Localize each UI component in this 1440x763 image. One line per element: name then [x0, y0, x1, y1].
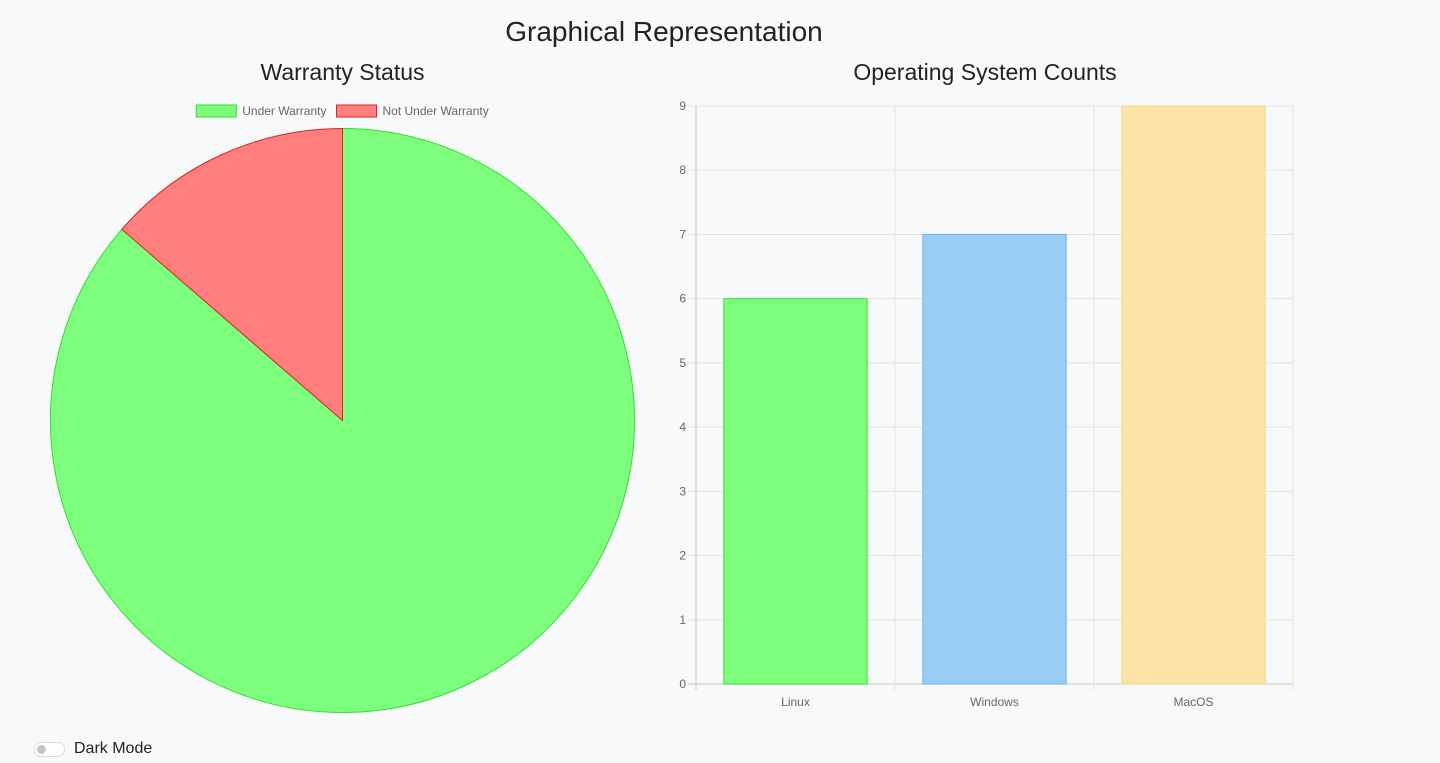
dark-mode-toggle[interactable] [34, 741, 65, 757]
y-tick-label: 0 [679, 677, 686, 691]
pie-chart-title: Warranty Status [260, 59, 425, 85]
y-tick-label: 5 [679, 356, 686, 370]
y-tick-label: 4 [679, 420, 686, 434]
y-tick-label: 7 [679, 227, 686, 241]
x-tick-label: Linux [781, 695, 810, 709]
bar-chart-title: Operating System Counts [853, 59, 1117, 85]
x-tick-label: Windows [970, 695, 1019, 709]
x-tick-label: MacOS [1173, 695, 1213, 709]
legend-item[interactable]: Under Warranty [195, 104, 326, 118]
toggle-knob [37, 744, 46, 754]
page-title: Graphical Representation [505, 16, 823, 47]
bar[interactable] [922, 233, 1067, 685]
dark-mode-label: Dark Mode [74, 740, 153, 757]
pie-slices [50, 127, 635, 713]
legend-item[interactable]: Not Under Warranty [335, 104, 489, 118]
dark-mode-control: Dark Mode [34, 738, 152, 760]
legend-label: Under Warranty [242, 104, 326, 118]
y-tick-label: 8 [679, 163, 686, 177]
legend-swatch [195, 104, 237, 118]
y-tick-label: 6 [679, 292, 686, 306]
bar[interactable] [1121, 105, 1266, 685]
y-tick-label: 3 [679, 484, 686, 498]
legend-label: Not Under Warranty [382, 104, 488, 118]
y-tick-label: 2 [679, 549, 686, 563]
os-bar-chart: 0 1 2 3 4 5 6 7 8 9 Linux Windows MacOS [679, 99, 1294, 709]
y-tick-label: 1 [679, 613, 686, 627]
pie-slice[interactable] [121, 127, 343, 422]
bar[interactable] [723, 298, 868, 685]
pie-legend: Under Warranty Not Under Warranty [195, 104, 489, 118]
bar-axes: 0 1 2 3 4 5 6 7 8 9 Linux Windows MacOS [679, 99, 1213, 709]
bar-marks [723, 105, 1266, 685]
legend-swatch [335, 104, 377, 118]
warranty-pie-chart: Under Warranty Not Under Warranty [50, 104, 635, 713]
y-tick-label: 9 [679, 99, 686, 113]
